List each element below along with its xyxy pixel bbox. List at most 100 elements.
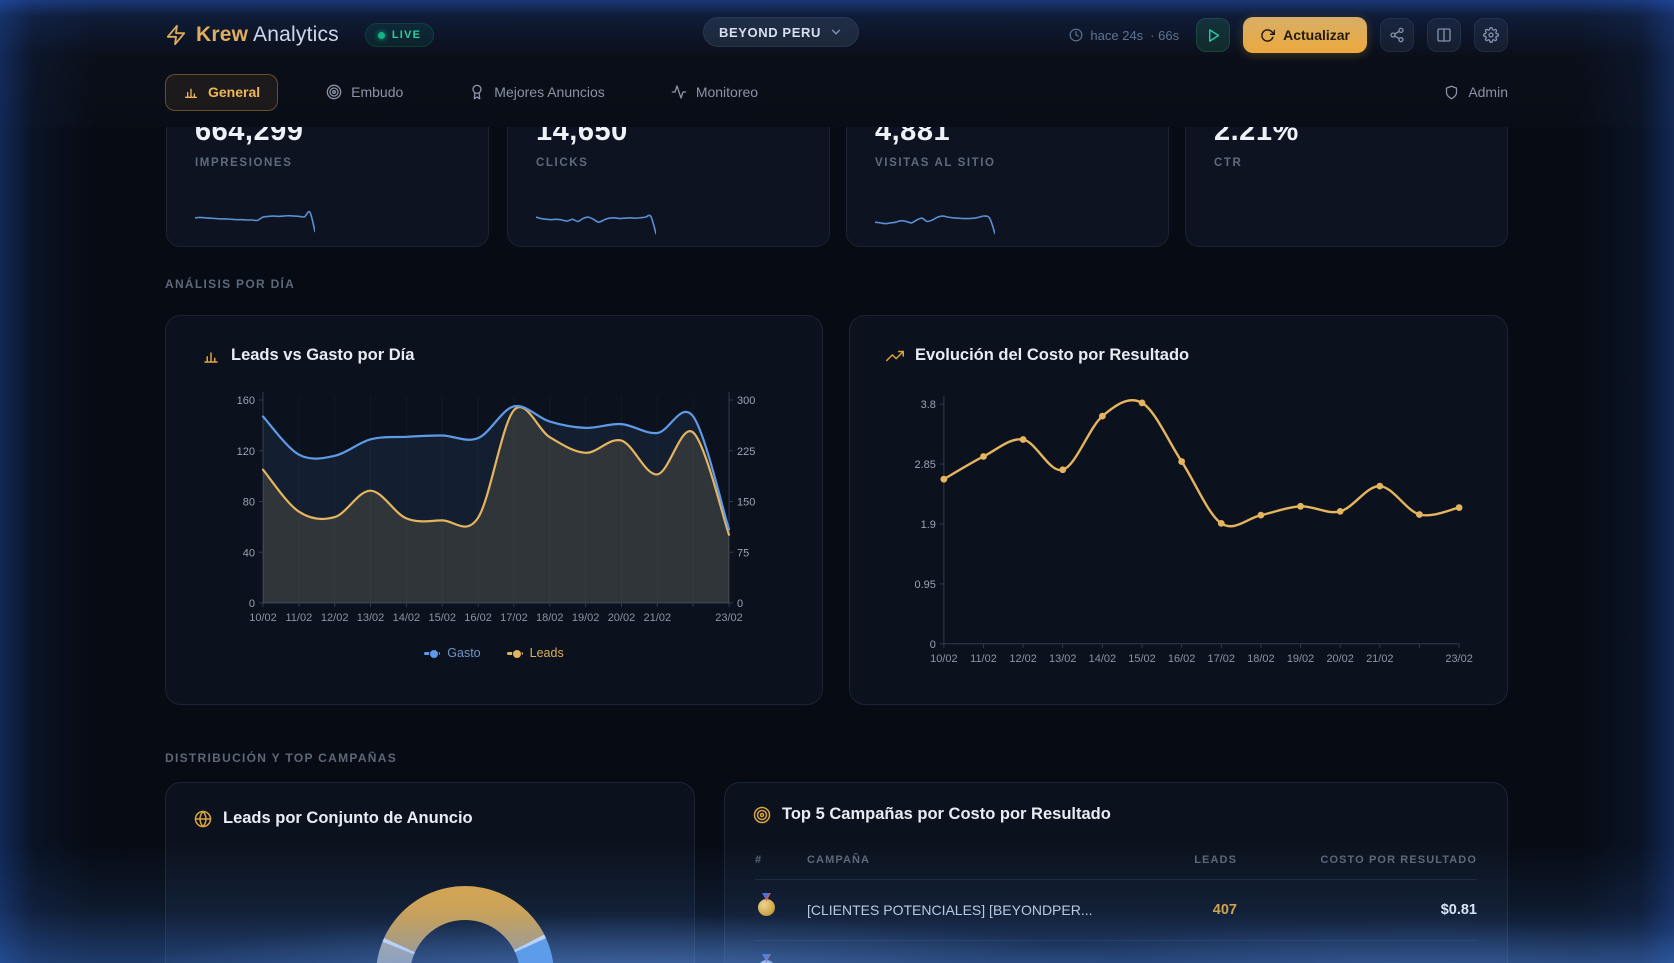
- chevron-down-icon: [829, 25, 843, 39]
- tab-mejores-anuncios[interactable]: Mejores Anuncios: [451, 74, 623, 111]
- col-leads: LEADS: [1194, 854, 1237, 866]
- svg-text:21/02: 21/02: [644, 612, 672, 624]
- svg-text:300: 300: [737, 395, 755, 407]
- donut-chart: [376, 886, 554, 963]
- svg-text:15/02: 15/02: [428, 612, 456, 624]
- stat-label: IMPRESIONES: [195, 157, 293, 169]
- sparkline-chart: [875, 202, 995, 238]
- brand-logo: Krew Analytics: [165, 23, 339, 47]
- stat-card-ctr: 2.21% CTR: [1185, 127, 1508, 247]
- app-title: Krew Analytics: [196, 23, 339, 46]
- svg-text:11/02: 11/02: [970, 653, 997, 665]
- bar-chart-icon: [185, 88, 197, 98]
- settings-button[interactable]: [1474, 18, 1508, 52]
- award-icon: [472, 84, 482, 100]
- svg-text:2.85: 2.85: [915, 459, 936, 471]
- svg-text:14/02: 14/02: [393, 612, 421, 624]
- svg-text:0: 0: [930, 639, 936, 651]
- svg-text:120: 120: [237, 446, 255, 458]
- svg-text:75: 75: [737, 547, 749, 559]
- live-dot-icon: [377, 31, 385, 39]
- svg-text:150: 150: [737, 497, 755, 509]
- legend-item-leads[interactable]: Leads: [506, 646, 564, 660]
- svg-text:160: 160: [237, 395, 255, 407]
- globe-icon: [194, 809, 212, 828]
- refresh-status: hace 24s · 66s: [1069, 28, 1179, 43]
- sparkline-chart: [1214, 202, 1334, 238]
- chart-card-cost-evolution: Evolución del Costo por Resultado 0 0.95 1…: [849, 315, 1508, 705]
- refresh-icon: [1260, 28, 1276, 43]
- refresh-ago: hace 24s: [1090, 27, 1144, 43]
- svg-text:12/02: 12/02: [321, 612, 349, 624]
- svg-text:13/02: 13/02: [1049, 653, 1076, 665]
- svg-text:10/02: 10/02: [930, 653, 957, 665]
- stat-card-clicks: 14,650 CLICKS: [507, 127, 830, 247]
- donut-card-leads-by-adset: Leads por Conjunto de Anuncio: [165, 782, 695, 963]
- svg-text:14/02: 14/02: [1089, 653, 1116, 665]
- stat-label: CTR: [1214, 157, 1243, 169]
- svg-text:20/02: 20/02: [1326, 653, 1353, 665]
- header-top-row: Krew Analytics LIVE BEYOND PERU hace 24s: [165, 12, 1508, 58]
- clock-icon: [1069, 28, 1083, 42]
- stat-value: 2.21%: [1214, 127, 1299, 147]
- svg-text:23/02: 23/02: [1445, 653, 1472, 665]
- svg-text:21/02: 21/02: [1366, 653, 1393, 665]
- cost-value: $0.81: [1440, 902, 1477, 918]
- campaigns-table: # CAMPAÑA LEADS COSTO POR RESULTADO [CLI…: [755, 843, 1477, 963]
- nav-tabs: General Embudo Mejores Anuncios Monitore…: [165, 73, 1508, 111]
- tab-general[interactable]: General: [165, 73, 279, 111]
- stat-label: VISITAS AL SITIO: [875, 157, 996, 169]
- tab-embudo[interactable]: Embudo: [308, 74, 421, 111]
- refresh-interval: · 66s: [1150, 27, 1180, 43]
- svg-text:40: 40: [243, 547, 255, 559]
- sparkline-chart: [536, 202, 656, 238]
- stat-card-site-visits: 4,881 VISITAS AL SITIO: [846, 127, 1169, 247]
- donut-hole: [410, 920, 520, 963]
- svg-text:3.8: 3.8: [921, 399, 936, 411]
- legend-item-gasto[interactable]: Gasto: [424, 646, 481, 660]
- leads-value: 407: [1212, 902, 1237, 918]
- legend-marker: [506, 649, 523, 659]
- col-rank: #: [755, 854, 763, 866]
- account-selector-dropdown[interactable]: BEYOND PERU: [703, 17, 859, 47]
- play-button[interactable]: [1196, 18, 1231, 52]
- table-row[interactable]: [CLIENTES POTENCIALES] [BEYONDPER... 407…: [755, 882, 1477, 938]
- svg-text:20/02: 20/02: [608, 612, 636, 624]
- divider: [755, 879, 1477, 880]
- svg-text:18/02: 18/02: [1247, 653, 1274, 665]
- table-title: Top 5 Campañas por Costo por Resultado: [782, 805, 1111, 823]
- section-label-daily-analysis: ANÁLISIS POR DÍA: [165, 277, 296, 291]
- main-content: 664,299 IMPRESIONES 14,650 CLICKS 4,881 …: [0, 127, 1674, 963]
- target-icon: [326, 84, 342, 100]
- line-chart: 0 0.95 1.9 2.85 3.8 10/02 11/02 12/02 13/02 14/02…: [915, 396, 1473, 665]
- table-row[interactable]: [CLIENTES POTENCIALES] [BEYONDPER... 943…: [755, 943, 1477, 963]
- chart-title: Leads por Conjunto de Anuncio: [223, 809, 473, 827]
- share-button[interactable]: [1380, 18, 1414, 52]
- svg-text:19/02: 19/02: [1287, 653, 1314, 665]
- stat-label: CLICKS: [536, 157, 589, 169]
- shield-icon: [1446, 85, 1458, 99]
- col-campaign: CAMPAÑA: [807, 854, 871, 866]
- svg-text:19/02: 19/02: [572, 612, 600, 624]
- svg-text:11/02: 11/02: [285, 612, 312, 624]
- legend-marker: [424, 649, 441, 659]
- svg-text:0.95: 0.95: [915, 579, 936, 591]
- svg-text:16/02: 16/02: [464, 612, 492, 624]
- update-button[interactable]: Actualizar: [1243, 17, 1367, 53]
- admin-link[interactable]: Admin: [1444, 84, 1508, 100]
- header-actions: hace 24s · 66s Actualizar: [1069, 17, 1508, 53]
- layout-columns-button[interactable]: [1427, 18, 1461, 52]
- svg-text:17/02: 17/02: [500, 612, 528, 624]
- col-cost: COSTO POR RESULTADO: [1320, 854, 1477, 866]
- tab-monitoreo[interactable]: Monitoreo: [653, 74, 776, 111]
- svg-text:0: 0: [249, 598, 255, 610]
- svg-text:225: 225: [737, 446, 755, 458]
- chart-card-leads-vs-spend: Leads vs Gasto por Día 0 40 80 120 160 0 75 150…: [165, 315, 823, 705]
- stat-value: 664,299: [195, 127, 304, 147]
- campaign-name: [CLIENTES POTENCIALES] [BEYONDPER...: [807, 902, 1093, 918]
- svg-text:17/02: 17/02: [1208, 653, 1235, 665]
- stat-card-impressions: 664,299 IMPRESIONES: [166, 127, 489, 247]
- svg-text:15/02: 15/02: [1128, 653, 1155, 665]
- stat-value: 4,881: [875, 127, 951, 147]
